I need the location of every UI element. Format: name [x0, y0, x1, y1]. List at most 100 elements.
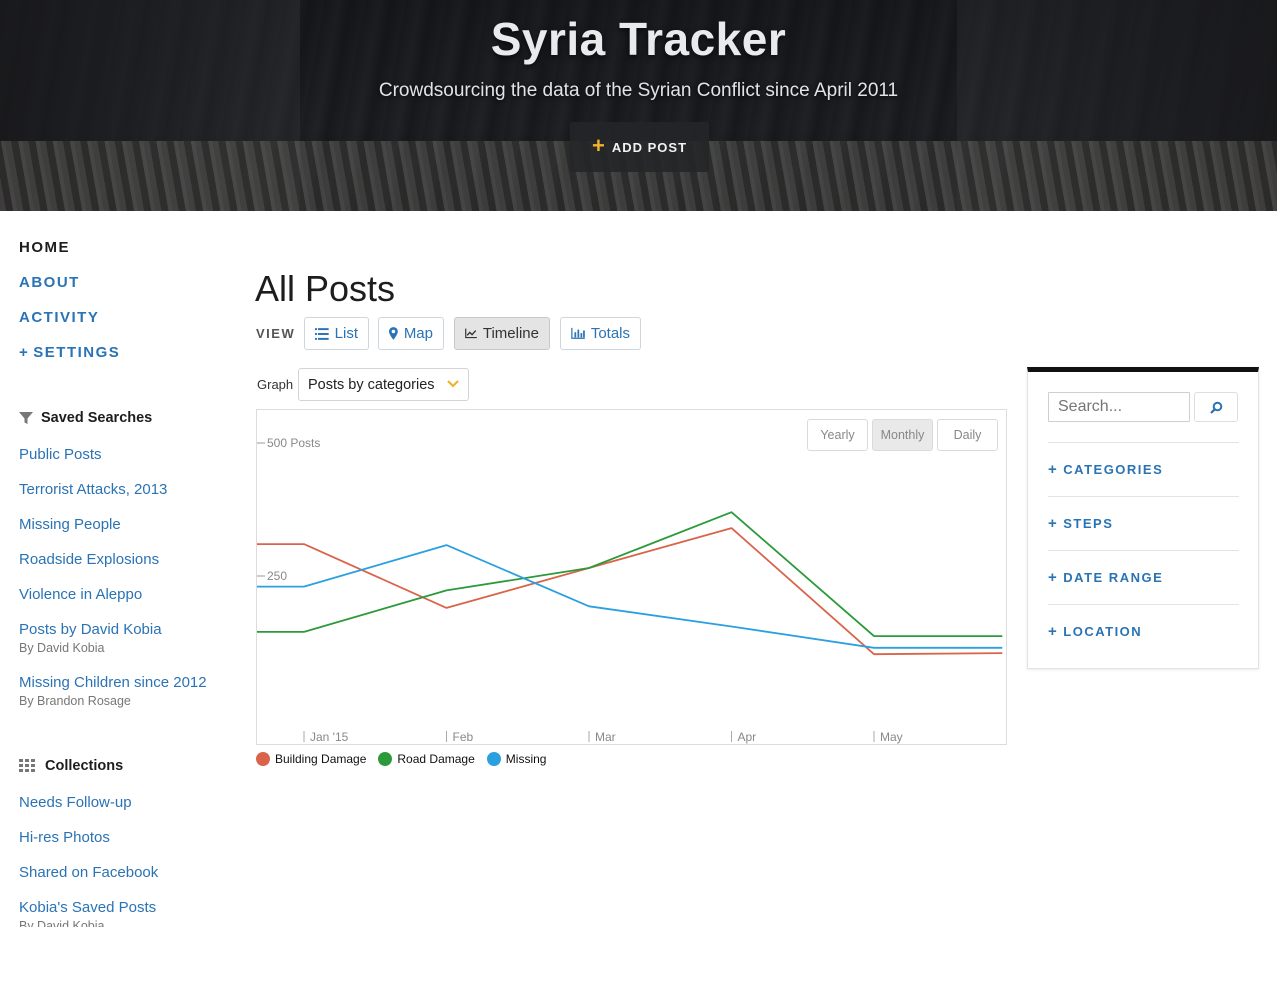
saved-search-label: Roadside Explosions [19, 551, 160, 568]
x-tick-label: Apr [738, 730, 757, 744]
saved-search-label: Posts by David Kobia [19, 621, 162, 638]
legend-missing[interactable]: Missing [486, 752, 546, 766]
map-marker-icon [389, 327, 398, 340]
view-timeline-label: Timeline [482, 325, 539, 342]
saved-searches-list: Public Posts Terrorist Attacks, 2013 Mis… [19, 445, 234, 726]
header-banner: Syria Tracker Crowdsourcing the data of … [0, 0, 1277, 211]
add-post-button[interactable]: + ADD POST [570, 122, 709, 172]
view-map-button[interactable]: Map [378, 317, 444, 350]
legend-label: Road Damage [397, 752, 475, 766]
collection-label: Shared on Facebook [19, 864, 159, 881]
view-list-button[interactable]: List [304, 317, 369, 350]
nav-settings-label: SETTINGS [33, 344, 121, 361]
nav-home[interactable]: HOME [19, 239, 70, 256]
legend-building-damage[interactable]: Building Damage [256, 752, 366, 766]
collection-item[interactable]: Needs Follow-up [19, 793, 234, 828]
saved-search-item[interactable]: Terrorist Attacks, 2013 [19, 480, 234, 515]
saved-search-item[interactable]: Roadside Explosions [19, 550, 234, 585]
saved-search-item[interactable]: Missing People [19, 515, 234, 550]
graph-type-select[interactable]: Posts by categories [298, 368, 469, 401]
site-title[interactable]: Syria Tracker [490, 13, 787, 65]
timeline-chart-plot: 500 Posts 250 Jan '15 Feb Mar Apr May [257, 436, 1003, 744]
series-line-missing [257, 544, 1003, 649]
saved-search-author: By David Kobia [19, 641, 105, 655]
collections-list: Needs Follow-up Hi-res Photos Shared on … [19, 793, 234, 927]
filter-steps[interactable]: + STEPS [1048, 496, 1239, 550]
period-monthly-button[interactable]: Monthly [872, 419, 933, 451]
view-totals-button[interactable]: Totals [560, 317, 641, 350]
period-yearly-button[interactable]: Yearly [807, 419, 868, 451]
collections-heading: Collections [19, 758, 123, 774]
saved-search-item[interactable]: Posts by David Kobia By David Kobia [19, 620, 234, 673]
timeline-chart: 500 Posts 250 Jan '15 Feb Mar Apr May Yearly M… [256, 409, 1007, 745]
chevron-down-icon [447, 380, 459, 388]
collection-item[interactable]: Kobia's Saved Posts By David Kobia [19, 898, 234, 927]
filter-panel: + CATEGORIES + STEPS + DATE RANGE + LOCATION [1027, 367, 1259, 669]
saved-searches-heading: Saved Searches [19, 410, 152, 426]
collection-label: Kobia's Saved Posts [19, 899, 157, 916]
site-subtitle: Crowdsourcing the data of the Syrian Con… [378, 80, 899, 101]
view-timeline-button[interactable]: Timeline [454, 317, 550, 350]
search-button[interactable] [1194, 392, 1238, 422]
collection-label: Needs Follow-up [19, 794, 132, 811]
x-tick-label: Jan '15 [310, 730, 349, 744]
legend-road-damage[interactable]: Road Damage [378, 752, 475, 766]
graph-label: Graph [257, 377, 294, 392]
plus-icon: + [1048, 623, 1059, 640]
saved-search-item[interactable]: Missing Children since 2012 By Brandon R… [19, 673, 234, 726]
filter-date-range[interactable]: + DATE RANGE [1048, 550, 1239, 604]
filter-icon [19, 412, 33, 424]
page-title: All Posts [255, 268, 396, 309]
main-nav: HOME ABOUT ACTIVITY + SETTINGS [19, 238, 229, 378]
search-input[interactable] [1048, 392, 1190, 422]
filter-steps-label: STEPS [1063, 516, 1114, 531]
series-line-road-damage [257, 511, 1003, 638]
collection-label: Hi-res Photos [19, 829, 110, 846]
saved-search-label: Missing Children since 2012 [19, 674, 207, 691]
y-tick-label: 500 Posts [267, 436, 320, 450]
graph-type-value: Posts by categories [308, 376, 435, 393]
filter-categories-label: CATEGORIES [1063, 462, 1164, 477]
add-post-label: ADD POST [611, 139, 688, 155]
grid-icon [19, 759, 35, 772]
saved-search-label: Violence in Aleppo [19, 586, 143, 603]
view-map-label: Map [403, 325, 433, 342]
filter-date-range-label: DATE RANGE [1063, 570, 1164, 585]
list-icon [315, 327, 329, 340]
filter-location[interactable]: + LOCATION [1048, 604, 1239, 658]
saved-search-author: By Brandon Rosage [19, 694, 131, 708]
collections-title: Collections [45, 758, 124, 774]
plus-icon: + [591, 133, 606, 158]
legend-dot [486, 752, 501, 766]
legend-dot [378, 752, 393, 766]
x-tick-label: May [880, 730, 903, 744]
plus-icon: + [1048, 569, 1059, 586]
bar-chart-icon [571, 327, 585, 339]
nav-settings[interactable]: + SETTINGS [19, 343, 229, 378]
x-tick-label: Mar [595, 730, 616, 744]
saved-searches-title: Saved Searches [41, 410, 153, 426]
chart-legend: Building Damage Road Damage Missing [256, 752, 546, 766]
collection-author: By David Kobia [19, 919, 105, 927]
saved-search-item[interactable]: Public Posts [19, 445, 234, 480]
saved-search-label: Terrorist Attacks, 2013 [19, 481, 168, 498]
legend-label: Building Damage [275, 752, 367, 766]
saved-search-item[interactable]: Violence in Aleppo [19, 585, 234, 620]
x-tick-label: Feb [453, 730, 474, 744]
view-list-label: List [334, 325, 358, 342]
filter-location-label: LOCATION [1063, 624, 1143, 639]
period-daily-button[interactable]: Daily [937, 419, 998, 451]
view-totals-label: Totals [590, 325, 630, 342]
plus-icon: + [1048, 515, 1059, 532]
nav-about[interactable]: ABOUT [19, 274, 80, 291]
filter-categories[interactable]: + CATEGORIES [1048, 442, 1239, 496]
line-chart-icon [465, 328, 477, 339]
collection-item[interactable]: Hi-res Photos [19, 828, 234, 863]
collection-item[interactable]: Shared on Facebook [19, 863, 234, 898]
nav-activity[interactable]: ACTIVITY [19, 309, 100, 326]
view-label: VIEW [256, 326, 296, 341]
plus-icon: + [19, 344, 30, 361]
y-tick-label: 250 [267, 569, 287, 583]
plus-icon: + [1048, 461, 1059, 478]
saved-search-label: Public Posts [19, 446, 102, 463]
